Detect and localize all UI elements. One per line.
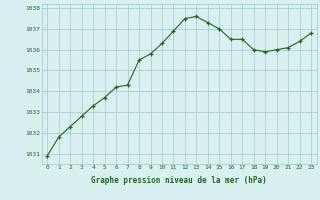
X-axis label: Graphe pression niveau de la mer (hPa): Graphe pression niveau de la mer (hPa): [91, 176, 267, 185]
